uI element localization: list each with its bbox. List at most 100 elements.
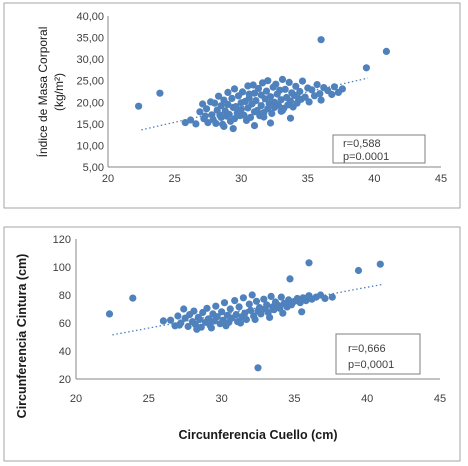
data-point	[242, 315, 250, 324]
data-point	[272, 80, 280, 88]
data-point	[257, 310, 265, 318]
data-point	[224, 100, 232, 108]
data-point	[241, 309, 249, 317]
data-point	[193, 325, 201, 333]
data-point	[301, 93, 309, 101]
data-point	[285, 78, 293, 86]
chart2-points	[105, 259, 384, 372]
data-point	[196, 315, 204, 324]
data-point	[254, 364, 262, 372]
y-tick-label: 20	[59, 374, 71, 386]
x-tick-label: 40	[361, 393, 373, 405]
data-point	[220, 122, 228, 130]
data-point	[212, 302, 220, 310]
data-point	[229, 125, 237, 133]
data-point	[266, 119, 275, 127]
data-point	[286, 97, 295, 105]
data-point	[252, 97, 260, 105]
data-point	[286, 275, 294, 283]
chart1-x-ticks: 20 25 30 35 40 45	[102, 173, 447, 185]
data-point	[298, 77, 307, 85]
data-point	[230, 85, 239, 93]
x-tick-label: 20	[102, 173, 114, 185]
data-point	[246, 113, 255, 121]
data-point	[167, 316, 175, 324]
data-point	[204, 119, 212, 127]
data-point	[250, 89, 259, 97]
chart1-y-ticks: 5,00 10,00 15,00 20,00 25,00 30,00 35,00 40,00	[76, 11, 104, 174]
data-point	[338, 85, 346, 93]
data-point	[199, 100, 207, 108]
data-point	[317, 36, 325, 44]
data-point	[274, 101, 283, 109]
bmi-scatter-chart: 5,0010,0015,0020,0025,0030,0035,0040,00 …	[3, 2, 461, 209]
y-tick-label: 35,00	[76, 33, 104, 45]
data-point	[203, 304, 211, 312]
x-tick-label: 25	[168, 173, 180, 185]
chart2-r-value: r=0,666	[348, 343, 386, 355]
chart2-stats-box	[335, 333, 421, 375]
waist-scatter-chart: 20 40 60 80 100 120 20 25 30 35 40 45 Circunferenc…	[3, 226, 461, 462]
y-tick-label: 40,00	[76, 11, 104, 23]
data-point	[232, 103, 240, 111]
data-point	[180, 305, 188, 313]
data-point	[267, 292, 275, 300]
data-point	[254, 84, 263, 93]
y-tick-label: 5,00	[83, 162, 104, 174]
data-point	[376, 260, 384, 268]
y-tick-label: 15,00	[76, 119, 104, 131]
data-point	[235, 303, 243, 311]
x-tick-label: 40	[368, 173, 380, 185]
chart1-stats-box	[332, 134, 426, 164]
data-point	[264, 77, 272, 85]
x-tick-label: 20	[70, 393, 82, 405]
data-point	[156, 89, 164, 97]
data-point	[313, 81, 321, 89]
y-tick-label: 120	[53, 234, 71, 246]
data-point	[184, 322, 192, 331]
data-point	[328, 293, 336, 301]
y-tick-label: 10,00	[76, 140, 104, 152]
data-point	[354, 266, 363, 275]
data-point	[105, 310, 114, 318]
data-point	[192, 120, 200, 128]
data-point	[362, 64, 370, 72]
data-point	[174, 312, 182, 320]
data-point	[159, 317, 167, 325]
y-tick-label: 80	[59, 290, 71, 302]
chart2-p-value: p=0,0001	[348, 359, 394, 371]
y-tick-label: 40	[59, 346, 71, 358]
chart1-y-axis-unit: (kg/m²)	[52, 73, 66, 111]
x-tick-label: 25	[143, 393, 155, 405]
data-point	[382, 47, 390, 56]
x-tick-label: 35	[288, 393, 300, 405]
data-point	[328, 90, 336, 99]
data-point	[268, 109, 276, 118]
data-point	[294, 94, 303, 102]
data-point	[266, 313, 274, 321]
data-point	[276, 86, 284, 94]
data-point	[204, 315, 213, 323]
data-point	[278, 106, 287, 115]
chart2-y-axis-label: Circunferencia Cintura (cm)	[15, 254, 29, 419]
data-point	[250, 122, 259, 130]
x-tick-label: 30	[215, 393, 227, 405]
data-point	[219, 316, 227, 324]
data-point	[129, 294, 137, 302]
data-point	[249, 81, 257, 89]
data-point	[212, 119, 220, 127]
data-point	[211, 99, 219, 107]
data-point	[260, 295, 268, 303]
data-point	[245, 90, 253, 98]
data-point	[222, 322, 230, 330]
data-point	[260, 113, 268, 121]
chart2-y-ticks: 20 40 60 80 100 120	[53, 234, 71, 386]
data-point	[292, 82, 300, 90]
x-tick-label: 45	[434, 393, 446, 405]
data-point	[247, 306, 255, 314]
data-point	[203, 105, 211, 113]
data-point	[279, 309, 287, 317]
chart1-p-value: p=0.0001	[343, 151, 389, 163]
data-point	[263, 301, 271, 309]
